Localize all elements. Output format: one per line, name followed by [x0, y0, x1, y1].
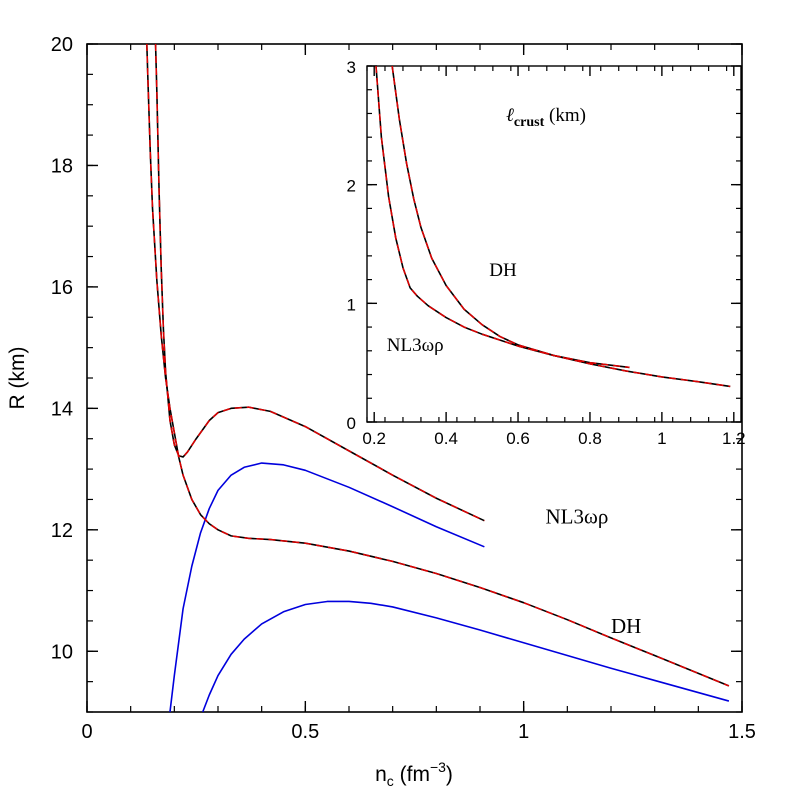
main-y-tick-label: 14: [51, 398, 73, 420]
inset-x-tick-label: 0.2: [362, 429, 386, 448]
inset-tick-labels: 0.2 0.4 0.6 0.8 1 1.2 0 1 2 3: [347, 58, 746, 448]
main-y-tick-label: 12: [51, 520, 73, 542]
main-y-tick-label: 18: [51, 155, 73, 177]
inset-title: ℓcrust (km): [506, 105, 586, 130]
inset-annotations: DH NL3ωρ: [387, 260, 517, 356]
inset-curve-label: DH: [489, 260, 517, 281]
main-curve-label: DH: [611, 614, 641, 638]
inset-x-tick-label: 1.2: [722, 429, 746, 448]
inset-y-tick-label: 1: [347, 295, 356, 314]
inset-y-tick-label: 2: [347, 177, 356, 196]
main-series-dashed-line: [146, 44, 730, 687]
main-x-tick-label: 0: [81, 721, 92, 743]
inset-ticks: [366, 65, 741, 423]
main-curve-label: NL3ωρ: [546, 505, 609, 529]
main-y-tick-label: 10: [51, 641, 73, 663]
y-axis-title: R (km): [6, 347, 29, 410]
inset-series-dashed-line: [375, 66, 731, 388]
main-series-blue-line: [201, 600, 730, 712]
inset-x-tick-label: 1: [657, 429, 666, 448]
main-x-tick-label: 1.5: [728, 721, 756, 743]
inset-plot-background: [367, 66, 741, 422]
main-y-tick-label: 20: [51, 34, 73, 56]
x-axis-title: nc (fm−3): [375, 759, 453, 789]
inset-plot: 0.2 0.4 0.6 0.8 1 1.2 0 1 2 3 DH NL3ωρ ℓcrust (km): [347, 58, 746, 448]
main-series-blue-line: [169, 462, 485, 712]
inset-x-tick-label: 0.4: [434, 429, 458, 448]
main-y-tick-label: 16: [51, 277, 73, 299]
main-series: [146, 44, 730, 712]
inset-y-tick-label: 0: [347, 414, 356, 433]
main-x-tick-label: 0.5: [291, 721, 319, 743]
inset-x-tick-label: 0.6: [506, 429, 530, 448]
inset-y-tick-label: 3: [347, 58, 356, 77]
main-series-dashed-line: [154, 44, 485, 522]
inset-x-tick-label: 0.8: [578, 429, 602, 448]
main-annotations: NL3ωρ DH: [546, 505, 642, 638]
inset-series: [375, 66, 731, 388]
inset-series-dashed-line: [391, 66, 630, 369]
main-x-tick-label: 1: [518, 721, 529, 743]
inset-plot-frame: [366, 65, 742, 423]
inset-curve-label: NL3ωρ: [387, 335, 444, 356]
